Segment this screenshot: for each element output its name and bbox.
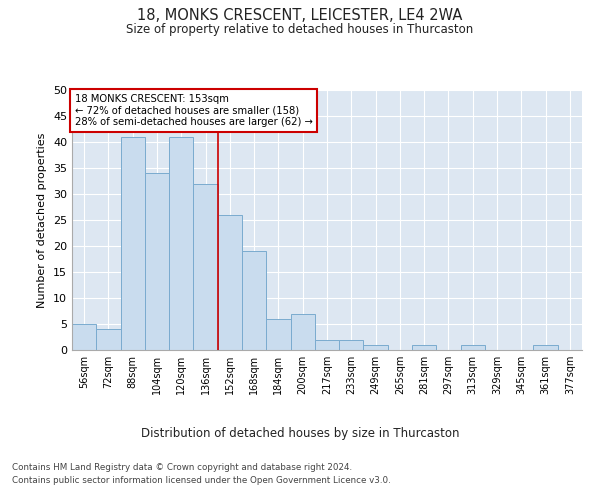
Text: 18, MONKS CRESCENT, LEICESTER, LE4 2WA: 18, MONKS CRESCENT, LEICESTER, LE4 2WA (137, 8, 463, 22)
Text: Contains public sector information licensed under the Open Government Licence v3: Contains public sector information licen… (12, 476, 391, 485)
Bar (193, 184, 218, 350)
Y-axis label: Number of detached properties: Number of detached properties (37, 132, 47, 308)
Bar (266, 319, 290, 350)
Bar (242, 251, 266, 350)
Bar (72, 324, 96, 350)
Bar (96, 329, 121, 350)
Text: Size of property relative to detached houses in Thurcaston: Size of property relative to detached ho… (127, 22, 473, 36)
Bar (412, 345, 436, 350)
Bar (339, 340, 364, 350)
Bar (461, 345, 485, 350)
Bar (169, 137, 193, 350)
Bar (121, 137, 145, 350)
Bar (145, 173, 169, 350)
Text: 18 MONKS CRESCENT: 153sqm
← 72% of detached houses are smaller (158)
28% of semi: 18 MONKS CRESCENT: 153sqm ← 72% of detac… (74, 94, 313, 127)
Text: Contains HM Land Registry data © Crown copyright and database right 2024.: Contains HM Land Registry data © Crown c… (12, 462, 352, 471)
Text: Distribution of detached houses by size in Thurcaston: Distribution of detached houses by size … (141, 428, 459, 440)
Bar (315, 340, 339, 350)
Bar (290, 314, 315, 350)
Bar (533, 345, 558, 350)
Bar (218, 215, 242, 350)
Bar (364, 345, 388, 350)
